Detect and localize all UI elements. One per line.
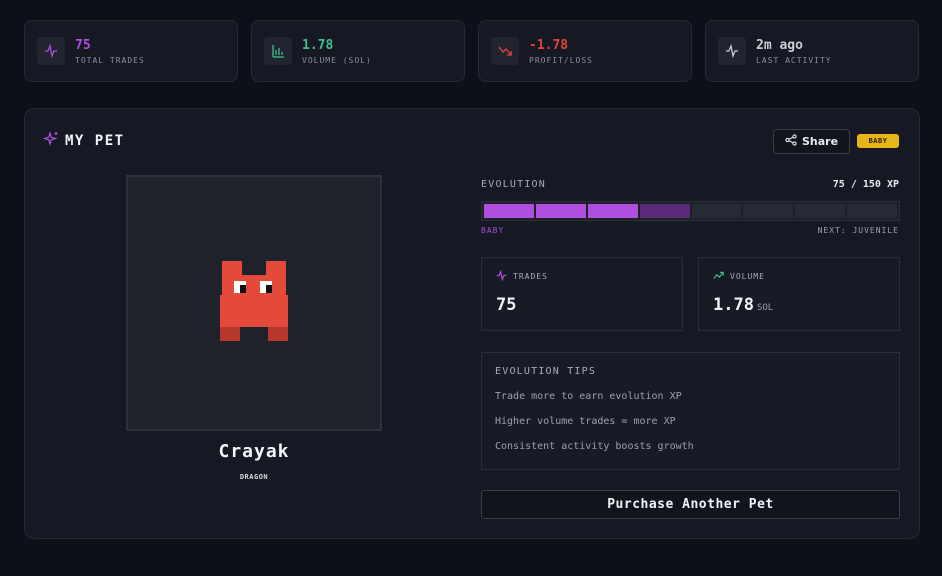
evolution-segment — [484, 204, 534, 218]
stat-card-volume: 1.78 VOLUME (SOL) — [251, 20, 465, 82]
evolution-segment — [691, 204, 742, 218]
share-button[interactable]: Share — [773, 129, 850, 154]
volume-unit: SOL — [756, 303, 774, 313]
sparkles-icon — [42, 130, 59, 151]
evolution-segment — [743, 204, 794, 218]
trending-down-icon — [491, 37, 519, 65]
stat-card-last-activity: 2m ago LAST ACTIVITY — [705, 20, 919, 82]
evolution-next-stage: NEXT: JUVENILE — [817, 226, 899, 235]
trades-card-value: 75 — [496, 295, 517, 315]
stat-card-total-trades: 75 TOTAL TRADES — [24, 20, 238, 82]
stats-row: 75 TOTAL TRADES 1.78 VOLUME (SOL) -1.78 … — [24, 20, 919, 82]
stat-label: PROFIT/LOSS — [529, 55, 593, 65]
pet-dragon-sprite — [220, 261, 288, 341]
volume-card-label: VOLUME — [730, 272, 765, 281]
share-label: Share — [801, 135, 839, 148]
evolution-progress-bar — [481, 201, 900, 221]
stat-label: TOTAL TRADES — [75, 55, 145, 65]
activity-icon — [718, 37, 746, 65]
volume-card-value: 1.78 SOL — [713, 295, 773, 315]
evolution-tips-box: EVOLUTION TIPS Trade more to earn evolut… — [481, 352, 900, 470]
activity-icon — [496, 269, 507, 283]
panel-title-text: MY PET — [65, 133, 125, 149]
evolution-segment — [587, 204, 638, 218]
pet-name: Crayak — [218, 441, 290, 462]
stat-value: 1.78 — [302, 37, 334, 53]
pet-panel: MY PET Share BABY — [24, 108, 920, 539]
stage-badge: BABY — [857, 134, 899, 148]
bar-chart-icon — [264, 37, 292, 65]
trending-up-icon — [713, 270, 724, 283]
volume-value: 1.78 — [713, 295, 754, 315]
evolution-current-stage: BABY — [481, 226, 505, 235]
evolution-segment — [847, 204, 897, 218]
pet-species: DRAGON — [239, 473, 269, 481]
evolution-segment — [535, 204, 586, 218]
purchase-pet-button[interactable]: Purchase Another Pet — [481, 490, 900, 519]
stat-label: VOLUME (SOL) — [302, 55, 372, 65]
stat-value: 2m ago — [756, 37, 803, 53]
tips-title: EVOLUTION TIPS — [495, 366, 597, 377]
evolution-segment — [639, 204, 690, 218]
tip-item: Higher volume trades = more XP — [495, 416, 676, 427]
tip-item: Trade more to earn evolution XP — [495, 391, 682, 402]
volume-card: VOLUME 1.78 SOL — [698, 257, 900, 331]
stat-label: LAST ACTIVITY — [756, 55, 832, 65]
tip-item: Consistent activity boosts growth — [495, 441, 694, 452]
evolution-xp: 75 / 150 XP — [832, 179, 899, 190]
evolution-label: EVOLUTION — [481, 179, 546, 190]
share-icon — [785, 134, 797, 149]
activity-icon — [37, 37, 65, 65]
stat-value: -1.78 — [529, 37, 569, 53]
trades-card: TRADES 75 — [481, 257, 683, 331]
stat-value: 75 — [75, 37, 91, 53]
panel-title: MY PET — [42, 130, 125, 151]
stat-card-profit-loss: -1.78 PROFIT/LOSS — [478, 20, 692, 82]
pet-portrait-frame — [126, 175, 382, 431]
trades-card-label: TRADES — [513, 272, 548, 281]
evolution-segment — [795, 204, 846, 218]
